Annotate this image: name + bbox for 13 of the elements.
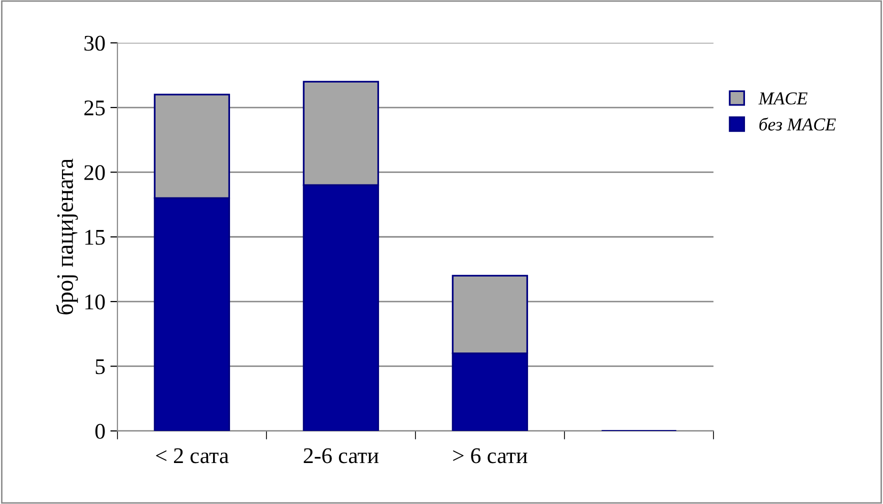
y-tick-label: 10	[85, 294, 105, 310]
y-tick-label: 25	[84, 100, 105, 116]
x-tick-label: 2-6 сати	[304, 448, 379, 464]
y-tick-label: 5	[96, 359, 105, 374]
y-tick-label: 30	[84, 36, 105, 51]
y-axis-title: број пацијената	[56, 158, 78, 314]
y-tick-label: 20	[84, 165, 105, 180]
y-tick-label: 15	[85, 230, 105, 245]
legend-label: MACE	[758, 92, 808, 104]
legend-label: без MACE	[759, 117, 836, 131]
x-tick-label: > 6 сати	[453, 448, 528, 464]
y-tick-label: 0	[95, 424, 105, 439]
x-tick-label: < 2 сата	[156, 448, 229, 464]
